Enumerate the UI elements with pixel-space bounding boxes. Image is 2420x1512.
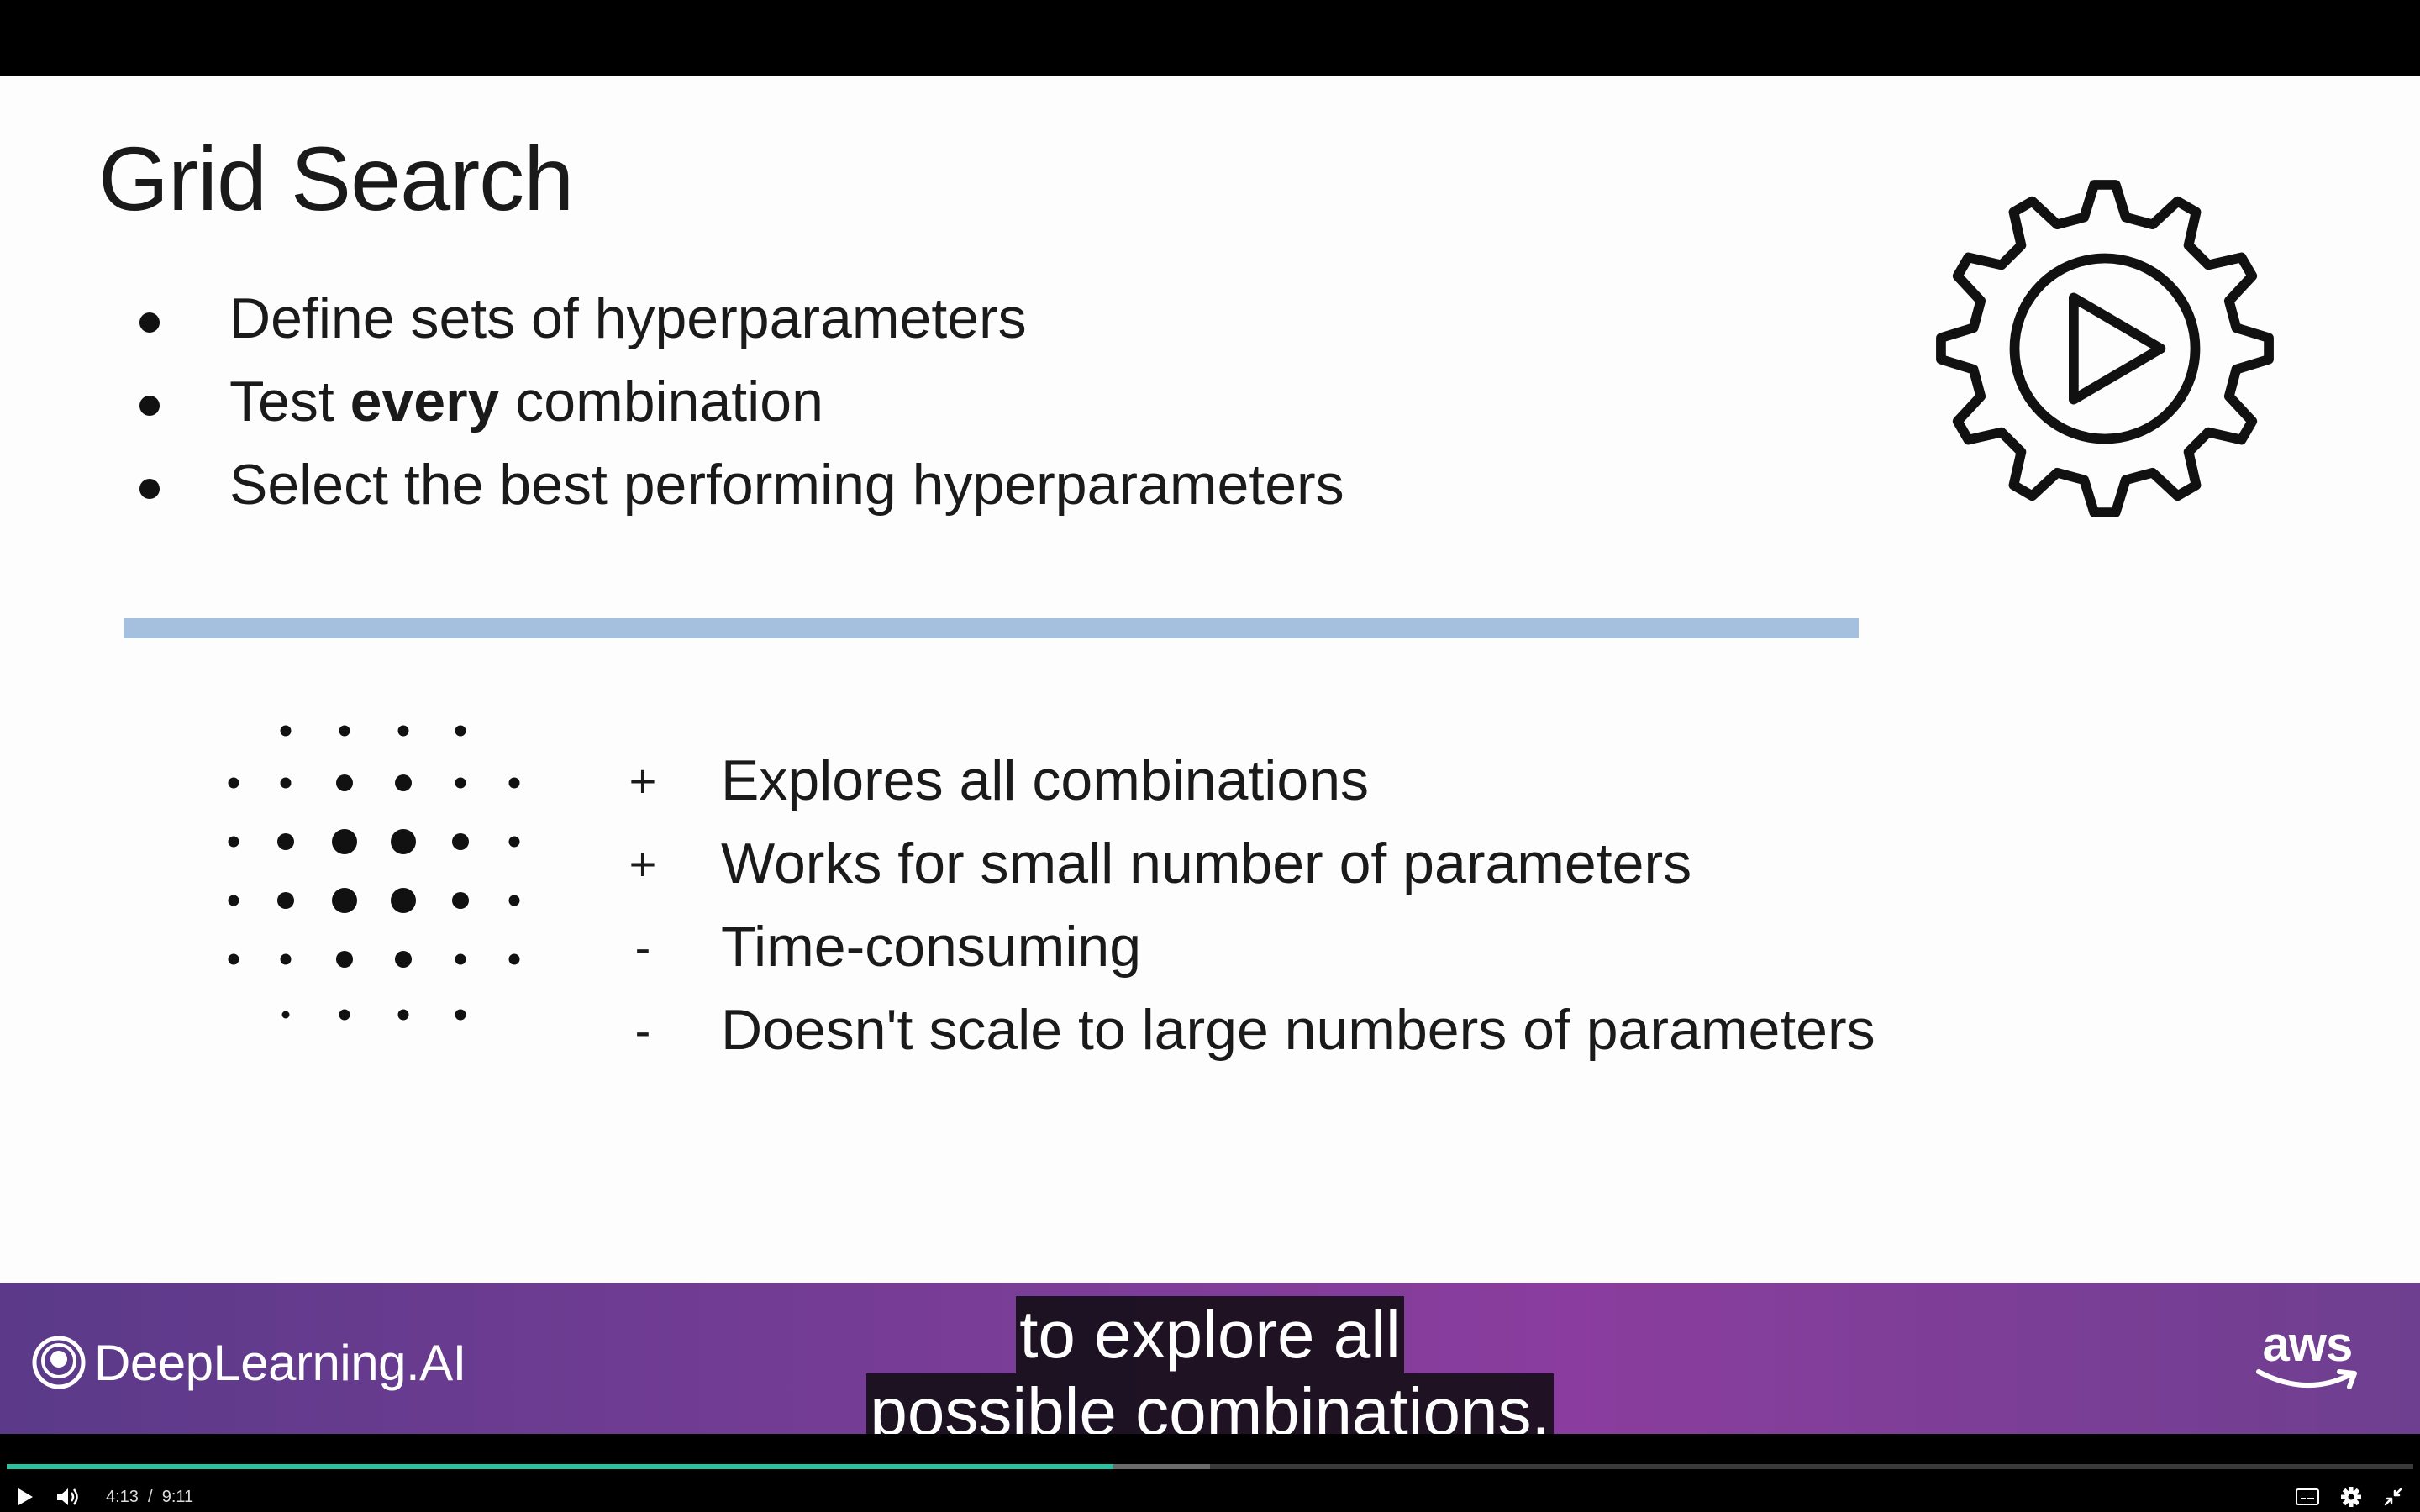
grid-dot xyxy=(452,892,469,909)
aws-wordmark: aws xyxy=(2262,1317,2354,1372)
video-controls: 4:13 / 9:11 xyxy=(0,1434,2420,1512)
time-display: 4:13 / 9:11 xyxy=(106,1484,193,1509)
settings-button[interactable] xyxy=(2336,1484,2366,1509)
volume-icon xyxy=(57,1488,78,1505)
grid-dot xyxy=(508,895,520,906)
exit-fullscreen-button[interactable] xyxy=(2378,1484,2408,1509)
slide-title: Grid Search xyxy=(98,128,574,229)
grid-dot xyxy=(339,1009,350,1021)
dot-grid-icon xyxy=(228,725,520,1021)
minus-sign: - xyxy=(634,921,651,974)
grid-dot xyxy=(280,953,292,965)
gear-play-icon xyxy=(1936,180,2274,517)
plus-sign: + xyxy=(629,837,657,890)
grid-dot xyxy=(280,725,292,737)
plus-sign: + xyxy=(629,754,657,807)
exit-fullscreen-icon xyxy=(2384,1488,2402,1506)
grid-dot xyxy=(332,888,357,913)
grid-dot xyxy=(228,895,239,906)
time-separator: / xyxy=(143,1488,158,1506)
bullet-dot xyxy=(139,479,160,499)
grid-dot xyxy=(395,951,412,968)
captions-icon xyxy=(2296,1488,2319,1505)
settings-icon xyxy=(2341,1487,2361,1507)
grid-dot xyxy=(281,1011,290,1019)
grid-dot xyxy=(397,1009,409,1021)
duration: 9:11 xyxy=(161,1488,194,1506)
grid-dot xyxy=(452,833,469,850)
grid-dot xyxy=(332,829,357,854)
grid-dot xyxy=(455,777,466,789)
slide: Grid Search Define sets of hyperparamete… xyxy=(0,76,2420,1283)
grid-dot xyxy=(455,725,466,737)
volume-button[interactable] xyxy=(52,1484,84,1509)
progress-bar[interactable] xyxy=(7,1464,2413,1469)
progress-played xyxy=(7,1464,1114,1469)
aws-smile-icon xyxy=(2256,1369,2357,1389)
grid-dot xyxy=(395,774,412,791)
grid-dot xyxy=(508,953,520,965)
grid-dot xyxy=(397,725,409,737)
grid-dot xyxy=(391,888,416,913)
current-time: 4:13 xyxy=(106,1488,139,1506)
grid-dot xyxy=(277,892,294,909)
deeplearning-ai-logo: DeepLearning.AI xyxy=(32,1333,466,1392)
grid-dot xyxy=(336,774,353,791)
play-button[interactable] xyxy=(12,1484,39,1509)
section-divider xyxy=(124,618,1859,638)
captions-button[interactable] xyxy=(2292,1484,2323,1509)
grid-dot xyxy=(228,953,239,965)
grid-dot xyxy=(508,836,520,848)
grid-dot xyxy=(277,833,294,850)
caption-line: to explore all xyxy=(1016,1296,1404,1373)
brand-name: DeepLearning.AI xyxy=(94,1334,466,1391)
aws-logo: aws xyxy=(2249,1316,2366,1400)
play-icon xyxy=(18,1488,33,1505)
bullet-dot xyxy=(139,396,160,416)
grid-dot xyxy=(280,777,292,789)
subtitle-captions: to explore all possible combinations. xyxy=(0,1296,2420,1451)
grid-dot xyxy=(228,836,239,848)
grid-dot xyxy=(391,829,416,854)
grid-dot xyxy=(336,951,353,968)
deeplearning-ai-icon xyxy=(32,1336,86,1389)
grid-dot xyxy=(228,777,239,789)
bullet-dot xyxy=(139,312,160,333)
minus-sign: - xyxy=(634,1004,651,1057)
grid-dot xyxy=(455,953,466,965)
grid-dot xyxy=(508,777,520,789)
grid-dot xyxy=(339,725,350,737)
grid-dot xyxy=(455,1009,466,1021)
